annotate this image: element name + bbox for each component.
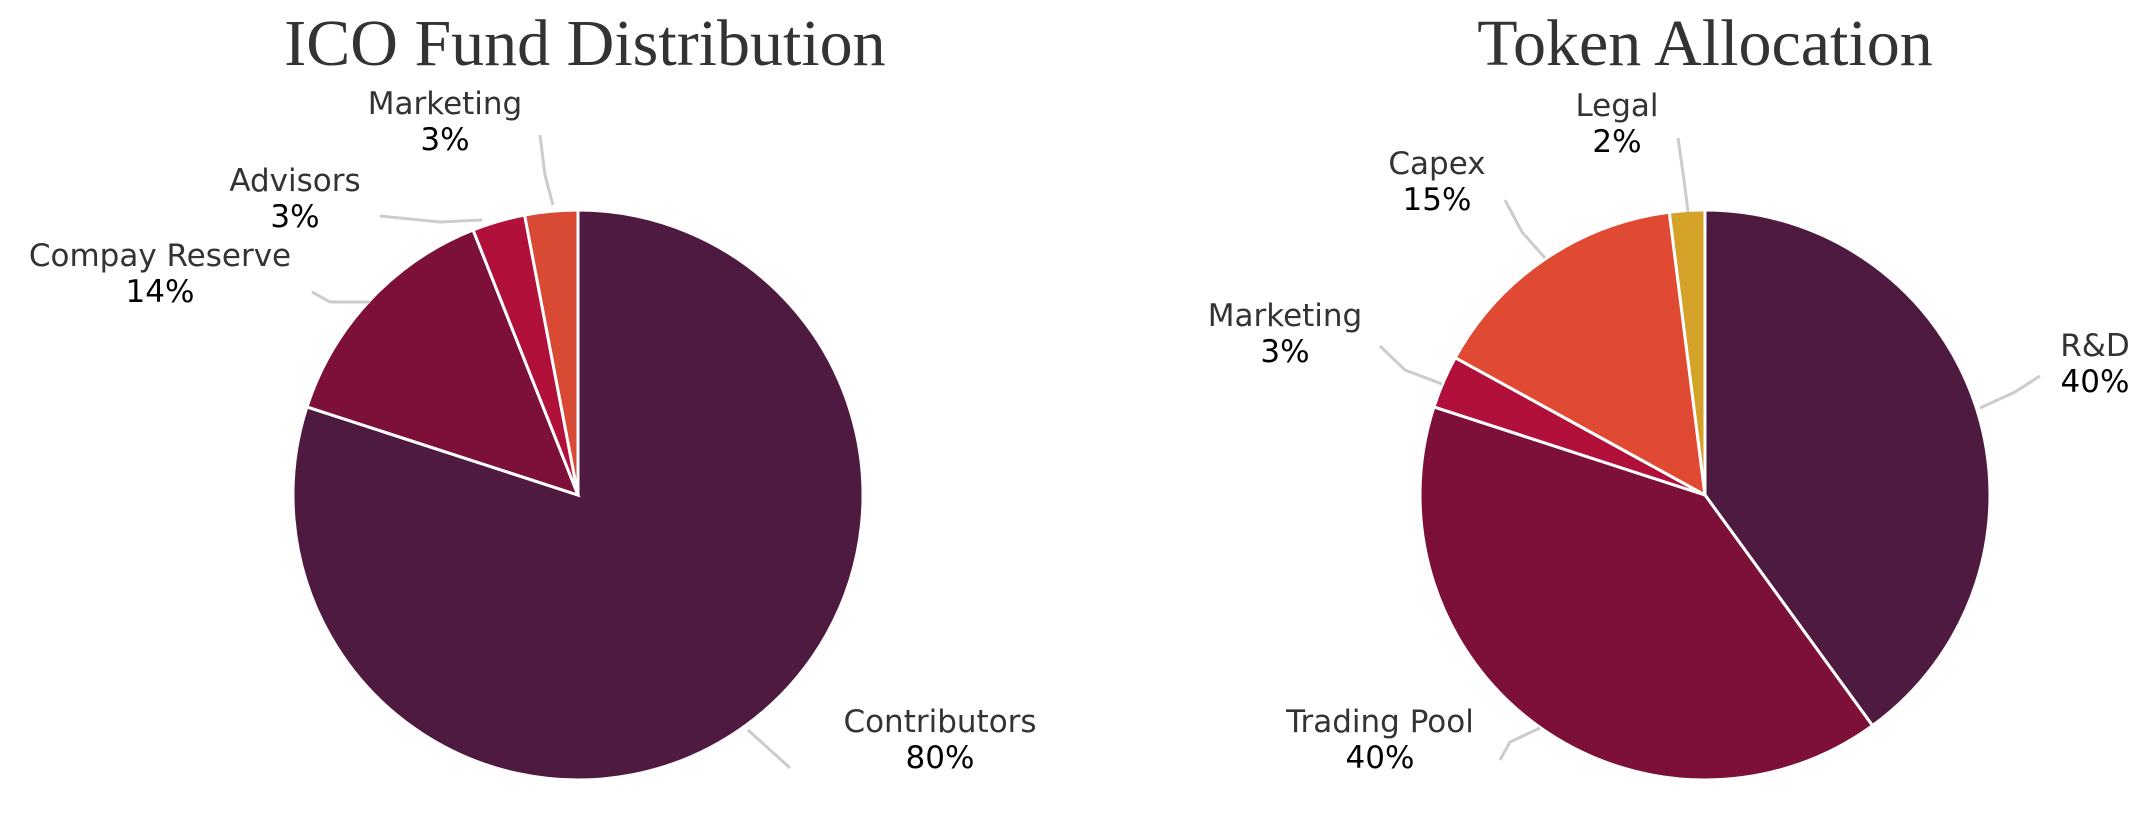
pie-token-allocation: R&D40%Trading Pool40%Marketing3%Capex15%… bbox=[1208, 88, 2130, 782]
pie-slice-capex bbox=[1453, 210, 1707, 498]
slice-name-label: Contributors bbox=[843, 704, 1036, 740]
leader-line bbox=[1498, 726, 1541, 761]
slice-name-label: Capex bbox=[1388, 146, 1485, 182]
leader-line bbox=[1676, 137, 1690, 213]
slice-percent-label: 40% bbox=[1346, 740, 1415, 776]
pie-slice-r-d bbox=[1703, 208, 1992, 728]
slice-name-label: Advisors bbox=[229, 163, 360, 199]
chart-token-allocation: Token Allocation R&D40%Trading Pool40%Ma… bbox=[1208, 7, 2130, 782]
leader-line bbox=[1378, 344, 1443, 386]
chart-title: ICO Fund Distribution bbox=[284, 7, 885, 80]
slice-percent-label: 40% bbox=[2061, 364, 2130, 400]
leader-line bbox=[1979, 374, 2041, 410]
slice-name-label: Compay Reserve bbox=[29, 238, 291, 274]
leader-line bbox=[1503, 199, 1547, 259]
slice-percent-label: 3% bbox=[420, 122, 469, 158]
slice-percent-label: 2% bbox=[1592, 124, 1641, 160]
leader-line bbox=[538, 134, 555, 206]
leader-line bbox=[311, 290, 370, 304]
slice-percent-label: 14% bbox=[126, 274, 195, 310]
slice-name-label: Marketing bbox=[368, 86, 523, 122]
slice-name-label: Trading Pool bbox=[1285, 704, 1474, 740]
slice-name-label: Marketing bbox=[1208, 298, 1363, 334]
pie-slice-compay-reserve bbox=[305, 228, 581, 498]
pie-slice-marketing bbox=[522, 208, 580, 496]
pie-slice-trading-pool bbox=[1418, 405, 1875, 782]
slice-name-label: R&D bbox=[2060, 328, 2130, 364]
slice-percent-label: 3% bbox=[270, 199, 319, 235]
slice-name-label: Legal bbox=[1575, 88, 1658, 124]
leader-line bbox=[746, 728, 792, 770]
slice-percent-label: 3% bbox=[1260, 334, 1309, 370]
leader-line bbox=[379, 214, 483, 224]
slice-percent-label: 15% bbox=[1403, 182, 1472, 218]
slice-percent-label: 80% bbox=[906, 740, 975, 776]
chart-title: Token Allocation bbox=[1477, 7, 1932, 80]
